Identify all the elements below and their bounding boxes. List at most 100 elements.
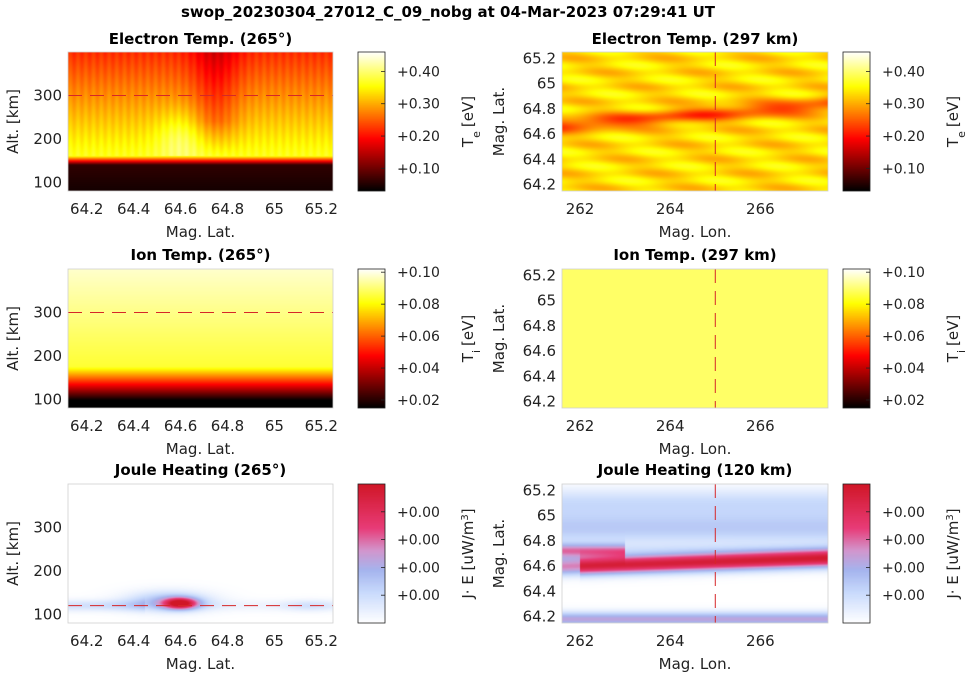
x-axis-label: Mag. Lat. xyxy=(166,655,235,673)
x-tick-label: 65.2 xyxy=(305,200,338,218)
y-tick-label: 300 xyxy=(33,518,62,536)
colorbar xyxy=(843,484,870,623)
colorbar-frame xyxy=(357,51,386,192)
y-tick-label: 64.6 xyxy=(523,557,556,575)
x-tick-label: 64.8 xyxy=(211,417,244,435)
panel-title: Ion Temp. (265°) xyxy=(130,246,270,264)
colorbar-frame xyxy=(842,268,871,409)
x-tick-label: 64.2 xyxy=(70,632,103,650)
colorbar xyxy=(843,269,870,408)
x-tick-label: 64.2 xyxy=(70,417,103,435)
y-tick-label: 65 xyxy=(537,75,556,93)
colorbar-tick-label: +0.06 xyxy=(397,329,440,345)
colorbar-tick-label: +0.30 xyxy=(397,97,440,113)
x-tick-label: 262 xyxy=(566,417,595,435)
panel-title: Ion Temp. (297 km) xyxy=(613,246,776,264)
colorbar-tick-label: +0.00 xyxy=(397,533,440,549)
colorbar-tick-label: +0.40 xyxy=(397,64,440,80)
x-tick-label: 264 xyxy=(656,417,685,435)
plot-frame xyxy=(561,268,829,409)
y-tick-label: 100 xyxy=(33,173,62,191)
heatmap-image xyxy=(562,52,828,191)
x-axis-label: Mag. Lat. xyxy=(166,440,235,458)
x-tick-label: 64.6 xyxy=(164,417,197,435)
y-tick-label: 65.2 xyxy=(523,481,556,499)
x-tick-label: 65.2 xyxy=(305,632,338,650)
colorbar-frame xyxy=(842,51,871,192)
y-tick-label: 300 xyxy=(33,86,62,104)
colorbar-label: Te[eV] xyxy=(459,96,483,148)
colorbar-tick-label: +0.20 xyxy=(882,129,925,145)
y-axis-label: Alt. [km] xyxy=(4,89,22,154)
panel-title: Electron Temp. (265°) xyxy=(109,30,292,48)
colorbar-tick-label: +0.06 xyxy=(882,329,925,345)
colorbar-label: Ti[eV] xyxy=(459,315,483,363)
heatmap-image xyxy=(68,484,333,623)
x-tick-label: 264 xyxy=(656,200,685,218)
x-tick-label: 264 xyxy=(656,632,685,650)
colorbar-frame xyxy=(842,483,871,624)
y-tick-label: 64.4 xyxy=(523,367,556,385)
heatmap-image xyxy=(562,269,828,408)
colorbar-tick-label: +0.10 xyxy=(882,161,925,177)
chart-panel-3: Ion Temp. (265°) 64.2 64.4 64.6 64.8 65 65.2 Ma… xyxy=(4,246,483,458)
colorbar-tick-label: +0.08 xyxy=(882,297,925,313)
x-tick-label: 64.2 xyxy=(70,200,103,218)
chart-panel-4: Ion Temp. (297 km) 262 264 266 Mag. Lon. 64.2… xyxy=(490,246,968,458)
x-tick-label: 262 xyxy=(566,200,595,218)
x-tick-label: 64.4 xyxy=(117,417,150,435)
y-tick-label: 100 xyxy=(33,605,62,623)
x-tick-label: 65 xyxy=(265,632,284,650)
x-tick-label: 64.6 xyxy=(164,632,197,650)
colorbar-tick-label: +0.00 xyxy=(397,588,440,604)
y-tick-label: 64.6 xyxy=(523,342,556,360)
y-tick-label: 200 xyxy=(33,130,62,148)
y-tick-label: 100 xyxy=(33,390,62,408)
x-tick-label: 64.6 xyxy=(164,200,197,218)
colorbar-tick-label: +0.00 xyxy=(882,588,925,604)
colorbar-tick-label: +0.10 xyxy=(397,161,440,177)
figure-title: swop_20230304_27012_C_09_nobg at 04-Mar-… xyxy=(181,3,716,21)
colorbar-tick-label: +0.00 xyxy=(397,560,440,576)
x-tick-label: 64.4 xyxy=(117,632,150,650)
y-tick-label: 64.8 xyxy=(523,532,556,550)
y-tick-label: 64.8 xyxy=(523,100,556,118)
y-tick-label: 64.2 xyxy=(523,608,556,626)
y-tick-label: 300 xyxy=(33,303,62,321)
colorbar-tick-label: +0.02 xyxy=(397,393,440,409)
y-tick-label: 64.4 xyxy=(523,582,556,600)
plot-frame xyxy=(67,483,334,624)
y-tick-label: 65.2 xyxy=(523,266,556,284)
x-tick-label: 64.4 xyxy=(117,200,150,218)
plot-frame xyxy=(67,51,334,192)
colorbar-tick-label: +0.40 xyxy=(882,64,925,80)
colorbar-tick-label: +0.20 xyxy=(397,129,440,145)
x-axis-label: Mag. Lon. xyxy=(659,655,732,673)
chart-panel-5: Joule Heating (265°) 64.2 64.4 64.6 64.8 65 65… xyxy=(4,461,477,673)
x-axis-label: Mag. Lon. xyxy=(659,440,732,458)
y-tick-label: 64.4 xyxy=(523,150,556,168)
x-tick-label: 65 xyxy=(265,417,284,435)
y-axis-label: Mag. Lat. xyxy=(490,304,508,373)
y-tick-label: 65.2 xyxy=(523,49,556,67)
colorbar-label: J· E [uW/m3] xyxy=(459,508,477,599)
colorbar-label: Te[eV] xyxy=(944,96,968,148)
x-tick-label: 266 xyxy=(746,200,775,218)
panel-title: Joule Heating (265°) xyxy=(114,461,286,479)
x-axis-label: Mag. Lon. xyxy=(659,223,732,241)
colorbar-tick-label: +0.04 xyxy=(882,361,925,377)
y-tick-label: 65 xyxy=(537,292,556,310)
colorbar-frame xyxy=(357,483,386,624)
plot-frame xyxy=(561,51,829,192)
plot-frame xyxy=(67,268,334,409)
x-tick-label: 266 xyxy=(746,632,775,650)
chart-panel-1: Electron Temp. (265°) 64.2 64.4 64.6 64.8 65 6… xyxy=(4,30,483,241)
colorbar xyxy=(843,52,870,191)
colorbar-tick-label: +0.00 xyxy=(882,505,925,521)
panel-title: Electron Temp. (297 km) xyxy=(592,30,799,48)
colorbar-label: Ti[eV] xyxy=(944,315,968,363)
colorbar xyxy=(358,52,385,191)
plot-frame xyxy=(561,483,829,624)
x-tick-label: 64.8 xyxy=(211,200,244,218)
